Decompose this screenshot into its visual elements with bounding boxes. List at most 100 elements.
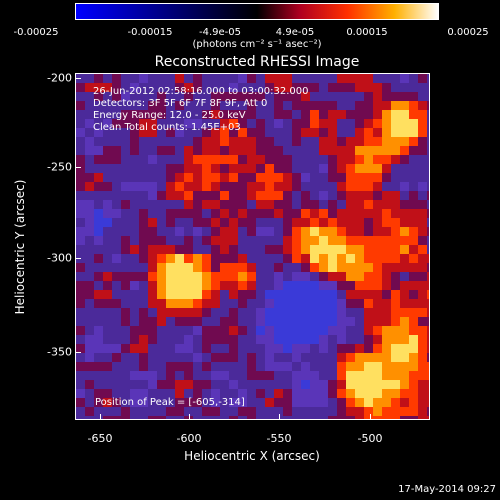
heatmap-cell: [166, 272, 175, 281]
heatmap-cell: [310, 272, 319, 281]
heatmap-cell: [139, 200, 148, 209]
heatmap-cell: [193, 398, 202, 407]
heatmap-cell: [220, 335, 229, 344]
heatmap-cell: [121, 110, 130, 119]
heatmap-cell: [85, 182, 94, 191]
heatmap-cell: [292, 344, 301, 353]
heatmap-cell: [202, 272, 211, 281]
heatmap-cell: [292, 146, 301, 155]
heatmap-cell: [211, 128, 220, 137]
heatmap-cell: [418, 380, 427, 389]
heatmap-cell: [157, 173, 166, 182]
heatmap-cell: [373, 101, 382, 110]
heatmap-cell: [409, 92, 418, 101]
heatmap-cell: [148, 227, 157, 236]
heatmap-cell: [184, 344, 193, 353]
heatmap-cell: [148, 344, 157, 353]
heatmap-cell: [373, 326, 382, 335]
heatmap-cell: [103, 200, 112, 209]
heatmap-cell: [184, 245, 193, 254]
heatmap-cell: [130, 353, 139, 362]
heatmap-cell: [85, 200, 94, 209]
heatmap-cell: [148, 407, 157, 416]
heatmap-cell: [256, 371, 265, 380]
heatmap-cell: [409, 281, 418, 290]
heatmap-cell: [85, 74, 94, 83]
heatmap-cell: [193, 191, 202, 200]
heatmap-cell: [409, 407, 418, 416]
heatmap-cell: [94, 245, 103, 254]
heatmap-cell: [112, 110, 121, 119]
heatmap-cell: [76, 416, 85, 419]
heatmap-cell: [157, 407, 166, 416]
heatmap-cell: [391, 398, 400, 407]
heatmap-cell: [229, 326, 238, 335]
heatmap-cell: [301, 308, 310, 317]
heatmap-cell: [265, 317, 274, 326]
heatmap-cell: [400, 173, 409, 182]
heatmap-cell: [427, 146, 429, 155]
heatmap-cell: [148, 218, 157, 227]
heatmap-cell: [220, 407, 229, 416]
heatmap-cell: [265, 119, 274, 128]
heatmap-cell: [220, 416, 229, 419]
heatmap-cell: [139, 101, 148, 110]
heatmap-cell: [211, 380, 220, 389]
heatmap-cell: [292, 407, 301, 416]
colorbar-tick: 4.9e-05: [275, 27, 315, 38]
heatmap-cell: [301, 398, 310, 407]
heatmap-cell: [373, 209, 382, 218]
heatmap-cell: [202, 101, 211, 110]
heatmap-cell: [400, 335, 409, 344]
heatmap-cell: [301, 146, 310, 155]
heatmap-cell: [346, 353, 355, 362]
heatmap-cell: [373, 218, 382, 227]
heatmap-cell: [229, 272, 238, 281]
x-tick-mark: [370, 414, 371, 420]
heatmap-cell: [85, 371, 94, 380]
heatmap-cell: [400, 263, 409, 272]
heatmap-cell: [238, 92, 247, 101]
heatmap-cell: [265, 389, 274, 398]
heatmap-cell: [355, 209, 364, 218]
heatmap-cell: [391, 281, 400, 290]
heatmap-cell: [427, 326, 429, 335]
heatmap-cell: [94, 317, 103, 326]
heatmap-cell: [193, 263, 202, 272]
heatmap-cell: [400, 110, 409, 119]
heatmap-cell: [283, 227, 292, 236]
heatmap-cell: [76, 200, 85, 209]
heatmap-cell: [373, 137, 382, 146]
heatmap-cell: [94, 164, 103, 173]
heatmap-cell: [355, 254, 364, 263]
heatmap-cell: [382, 200, 391, 209]
heatmap-cell: [175, 209, 184, 218]
heatmap-cell: [148, 272, 157, 281]
heatmap-cell: [328, 83, 337, 92]
heatmap-cell: [175, 101, 184, 110]
heatmap-cell: [175, 191, 184, 200]
heatmap-cell: [139, 155, 148, 164]
heatmap-cell: [346, 119, 355, 128]
heatmap-cell: [94, 191, 103, 200]
heatmap-cell: [247, 281, 256, 290]
heatmap-cell: [256, 128, 265, 137]
heatmap-cell: [355, 416, 364, 419]
heatmap-cell: [175, 110, 184, 119]
heatmap-cell: [94, 92, 103, 101]
heatmap-cell: [328, 362, 337, 371]
heatmap-cell: [85, 344, 94, 353]
heatmap-cell: [283, 146, 292, 155]
heatmap-cell: [292, 119, 301, 128]
heatmap-cell: [265, 110, 274, 119]
heatmap-cell: [247, 146, 256, 155]
heatmap-cell: [382, 146, 391, 155]
heatmap-cell: [238, 299, 247, 308]
heatmap-cell: [310, 335, 319, 344]
heatmap-cell: [103, 281, 112, 290]
heatmap-cell: [211, 146, 220, 155]
heatmap-cell: [274, 74, 283, 83]
heatmap-cell: [301, 200, 310, 209]
heatmap-cell: [382, 290, 391, 299]
heatmap-cell: [373, 317, 382, 326]
